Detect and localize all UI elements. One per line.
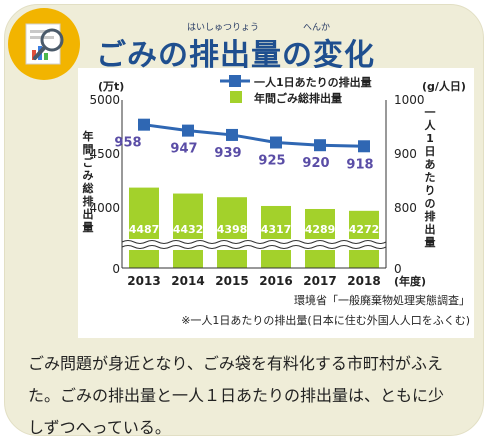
left-axis-unit: (万t): [98, 80, 124, 93]
bar-2017: [305, 208, 335, 268]
x-labels: 2013 2014 2015 2016 2017 2018: [127, 274, 380, 288]
description-line-2: た。ごみの排出量と一人１日あたりの排出量は、ともに少: [28, 386, 445, 405]
description-line-3: しずつへっている。: [28, 418, 171, 437]
right-axis-title-char: た: [425, 171, 436, 184]
bar-label-2014: 4432: [173, 223, 204, 236]
left-tick-4500: 4500: [89, 147, 120, 161]
right-tick-0: 0: [394, 262, 402, 276]
bar-2013: [129, 187, 159, 268]
chart-note: ※一人1日あたりの排出量(日本に住む外国人人口をふくむ): [181, 313, 470, 327]
left-tick-0: 0: [112, 262, 120, 276]
left-axis-title-char: ご: [83, 155, 95, 169]
legend-line-dot: [229, 75, 241, 87]
line-一人1日あたりの排出量: [143, 123, 365, 148]
line-label-2015: 939: [214, 146, 241, 161]
bar-2015: [217, 197, 247, 268]
left-tick-4000: 4000: [89, 201, 120, 215]
right-axis-title-char: り: [425, 184, 436, 197]
axis-break: [121, 239, 387, 250]
right-axis-title: 一人1日あたりの排出量: [425, 106, 437, 249]
left-axis-title-char: 間: [83, 143, 94, 156]
bars: [129, 187, 379, 268]
right-axis-title-char: 出: [425, 222, 436, 236]
left-axis-title-char: み: [83, 169, 94, 182]
title-ruby-haishutsuryou: はいしゅつりょう: [187, 23, 260, 33]
x-tick-2016: 2016: [259, 274, 292, 288]
chart: (万t) (g/人日) 一人1日あたりの排出量 年間ごみ総排出量 5000 45…: [83, 75, 470, 327]
bar-label-2015: 4398: [217, 223, 248, 236]
description-line-1: ごみ問題が身近となり、ごみ袋を有料化する市町村がふえ: [28, 354, 443, 373]
left-axis-title-char: 総: [83, 181, 94, 195]
left-axis-title-char: 排: [83, 194, 94, 208]
x-tick-2015: 2015: [215, 274, 248, 288]
x-tick-2017: 2017: [303, 274, 336, 288]
right-tick-800: 800: [394, 201, 417, 215]
bar-label-2018: 4272: [349, 223, 380, 236]
line-label-2014: 947: [170, 142, 197, 157]
line-label-2018: 918: [346, 157, 373, 172]
line-point-2015: [226, 128, 238, 141]
bar-2016: [261, 205, 291, 268]
right-axis-title-char: 1: [426, 132, 434, 145]
bar-labels: 4487 4432 4398 4317 4289 4272: [129, 223, 380, 236]
left-axis-title-char: 量: [83, 221, 94, 234]
x-tick-2014: 2014: [171, 274, 204, 288]
title-ruby-henka: へんか: [303, 23, 331, 33]
line-point-2017: [314, 139, 326, 152]
left-tick-5000: 5000: [89, 93, 120, 107]
legend-bar-swatch: [230, 91, 242, 103]
left-axis-title-char: 年: [83, 129, 94, 143]
x-tick-2013: 2013: [127, 274, 160, 288]
right-axis-unit: (g/人日): [422, 79, 466, 93]
x-axis-unit: (年度): [394, 274, 426, 288]
chart-card: (万t) (g/人日) 一人1日あたりの排出量 年間ごみ総排出量 5000 45…: [78, 68, 474, 338]
line-point-2013: [138, 118, 150, 131]
line-point-2014: [182, 124, 194, 137]
description-text: ごみ問題が身近となり、ごみ袋を有料化する市町村がふえ た。ごみの排出量と一人１日…: [28, 348, 474, 444]
chart-source: 環境省「一般廃棄物処理実態調査」: [294, 293, 470, 307]
right-axis-title-char: 排: [425, 209, 436, 223]
line-series: [138, 118, 370, 153]
legend: 一人1日あたりの排出量 年間ごみ総排出量: [220, 75, 372, 105]
legend-bar-label: 年間ごみ総排出量: [254, 91, 342, 105]
right-axis-title-char: 日: [425, 145, 436, 158]
bar-label-2013: 4487: [129, 223, 160, 236]
right-axis-title-char: の: [425, 197, 436, 210]
page-title: ごみの排出量の変化: [96, 38, 375, 73]
right-tick-900: 900: [394, 147, 417, 161]
left-axis-title-char: 出: [83, 207, 94, 221]
line-label-2013: 958: [114, 136, 141, 151]
legend-line-label: 一人1日あたりの排出量: [254, 75, 372, 89]
right-axis-title-char: 人: [425, 118, 437, 132]
line-label-2016: 925: [258, 154, 285, 169]
line-label-2017: 920: [302, 156, 329, 171]
bar-2014: [173, 193, 203, 268]
right-axis-title-char: あ: [425, 158, 436, 171]
right-tick-1000: 1000: [394, 93, 425, 107]
right-axis-title-char: 量: [425, 236, 436, 249]
line-point-2018: [358, 140, 370, 153]
line-point-2016: [270, 136, 282, 149]
right-axis-title-char: 一: [425, 106, 436, 119]
bar-label-2017: 4289: [305, 223, 336, 236]
x-tick-2018: 2018: [347, 274, 380, 288]
magnifier-document-icon: [8, 8, 80, 80]
left-axis-title: 年間ごみ総排出量: [83, 129, 95, 234]
bar-label-2016: 4317: [261, 223, 292, 236]
line-labels: 958 947 939 925 920 918: [114, 136, 373, 173]
